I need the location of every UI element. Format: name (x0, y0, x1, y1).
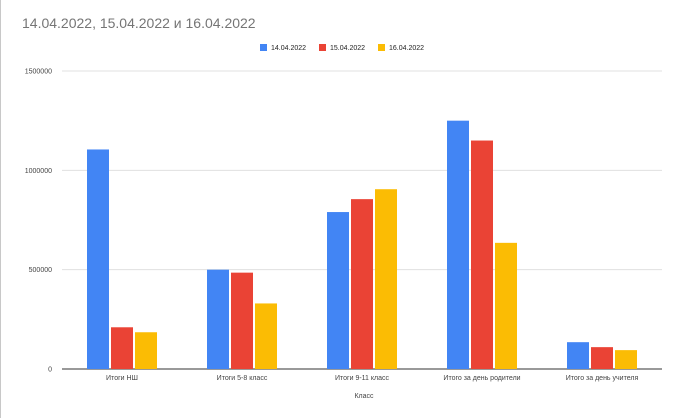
x-tick-label: Итого за день учителя (566, 375, 639, 382)
x-tick-label: Итого за день родители (443, 375, 520, 382)
legend-label-3: 16.04.2022 (389, 45, 424, 52)
chart-title: 14.04.2022, 15.04.2022 и 16.04.2022 (22, 15, 256, 31)
bar-3-3 (375, 189, 397, 369)
x-tick-label: Итоги НШ (106, 375, 138, 382)
x-tick-label: Итоги 5-8 класс (217, 375, 268, 382)
bar-3-4 (495, 242, 517, 369)
x-axis-title: Класс (354, 393, 374, 400)
bar-1-3 (327, 212, 349, 369)
legend-swatch-3 (378, 44, 385, 51)
bar-3-1 (135, 332, 157, 369)
y-tick-label: 1000000 (25, 168, 52, 175)
bar-1-4 (447, 120, 469, 370)
y-tick-label: 500000 (29, 267, 52, 274)
bar-2-2 (231, 272, 253, 369)
bar-2-5 (591, 347, 613, 369)
legend-swatch-1 (260, 44, 267, 51)
y-tick-label: 0 (48, 367, 52, 374)
bar-2-3 (351, 199, 373, 369)
bar-2-4 (471, 140, 493, 369)
x-tick-label: Итоги 9-11 класс (335, 375, 390, 382)
bar-1-1 (87, 149, 109, 369)
legend-label-1: 14.04.2022 (271, 45, 306, 52)
bar-2-1 (111, 327, 133, 369)
bar-3-5 (615, 350, 637, 369)
bar-1-2 (207, 269, 229, 369)
bar-3-2 (255, 303, 277, 369)
legend-swatch-2 (319, 44, 326, 51)
legend-label-2: 15.04.2022 (330, 45, 365, 52)
y-tick-label: 1500000 (25, 69, 52, 76)
bar-1-5 (567, 342, 589, 369)
